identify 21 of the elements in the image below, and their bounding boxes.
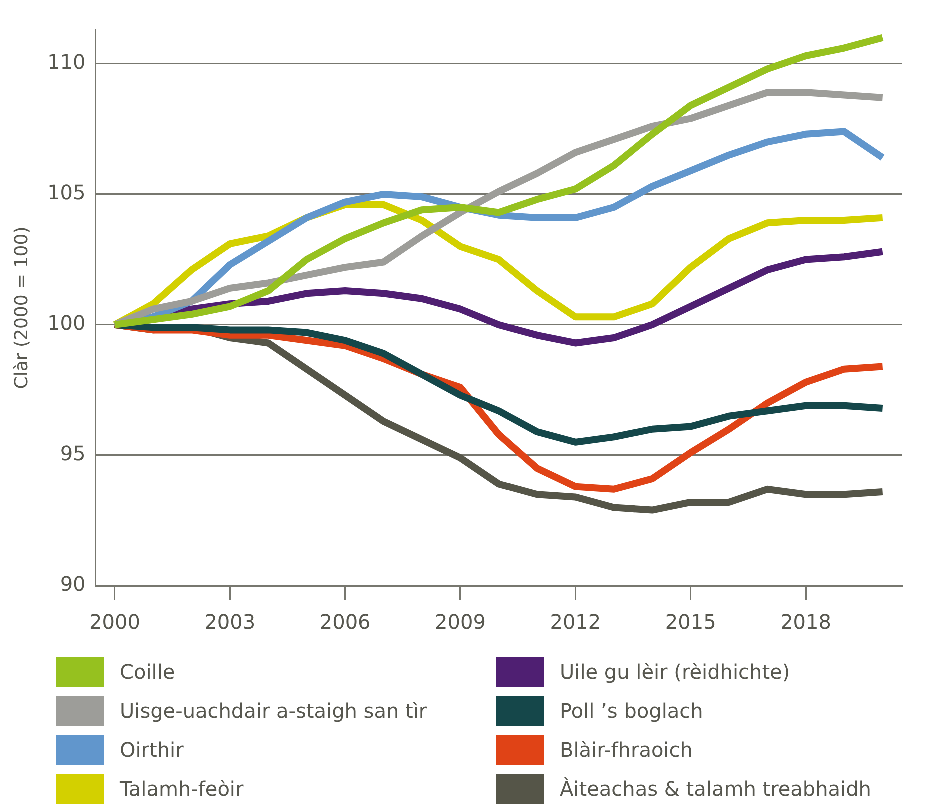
legend-label: Oirthir (120, 738, 184, 762)
legend-label: Coille (120, 660, 176, 684)
x-tick-label: 2012 (550, 610, 602, 634)
y-axis-title: Clàr (2000 = 100) (11, 226, 32, 390)
y-tick-label: 105 (48, 180, 86, 205)
legend-label: Àiteachas & talamh treabhaidh (560, 776, 872, 800)
x-tick-label: 2003 (204, 610, 256, 634)
legend-label: Talamh-feòir (120, 776, 244, 800)
x-tick-label: 2006 (320, 610, 371, 634)
legend-label: Uile gu lèir (rèidhichte) (560, 660, 790, 684)
legend-label: Poll ’s boglach (560, 698, 704, 722)
x-tick-label: 2018 (780, 610, 832, 634)
y-tick-label: 100 (48, 311, 86, 336)
x-tick-label: 2009 (435, 610, 486, 634)
legend-label: Uisge-uachdair a-staigh san tìr (120, 698, 428, 722)
y-tick-label: 110 (48, 50, 86, 74)
x-tick-label: 2000 (90, 610, 140, 634)
legend-label: Blàir-fhraoich (560, 738, 693, 762)
y-tick-label: 90 (60, 572, 86, 596)
x-tick-label: 2015 (665, 610, 716, 634)
y-tick-label: 95 (60, 442, 86, 466)
